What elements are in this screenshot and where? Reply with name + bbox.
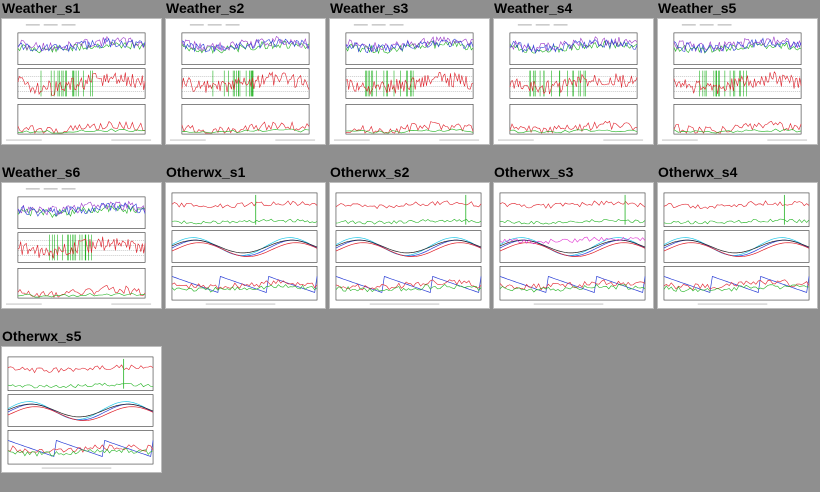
tile-title: Weather_s1 [2,0,81,16]
tile-weather-s4: Weather_s4 [492,0,656,164]
tile-weather-s3: Weather_s3 [328,0,492,164]
tile-title: Weather_s4 [494,0,573,16]
plot-thumbnail-graphic [169,24,316,141]
plot-thumbnail[interactable] [657,18,818,145]
tile-otherwx-s5: Otherwx_s5 [0,328,164,492]
plot-thumbnail-graphic [663,192,810,305]
plot-thumbnail[interactable] [657,182,818,309]
plot-thumbnail-graphic [497,24,644,141]
plot-thumbnail-graphic [171,192,318,305]
plot-thumbnail-graphic [661,24,808,141]
plot-thumbnail[interactable] [1,346,162,473]
tile-title: Weather_s2 [166,0,245,16]
plot-thumbnail-graphic [333,24,480,141]
plot-thumbnail-graphic [335,192,482,305]
tile-weather-s2: Weather_s2 [164,0,328,164]
tile-weather-s1: Weather_s1 [0,0,164,164]
plot-thumbnail[interactable] [329,18,490,145]
plot-thumbnail[interactable] [165,18,326,145]
tile-title: Otherwx_s4 [658,164,738,180]
tile-title: Weather_s5 [658,0,737,16]
tile-weather-s6: Weather_s6 [0,164,164,328]
plot-thumbnail[interactable] [1,182,162,309]
tile-otherwx-s1: Otherwx_s1 [164,164,328,328]
plot-thumbnail[interactable] [329,182,490,309]
tile-otherwx-s4: Otherwx_s4 [656,164,820,328]
tile-title: Otherwx_s3 [494,164,574,180]
plot-thumbnail[interactable] [165,182,326,309]
plot-thumbnail-graphic [7,356,154,469]
plot-thumbnail-graphic [5,24,152,141]
tile-title: Weather_s3 [330,0,409,16]
plot-thumbnail[interactable] [493,182,654,309]
plot-thumbnail[interactable] [493,18,654,145]
plot-thumbnail-graphic [5,188,152,305]
tile-weather-s5: Weather_s5 [656,0,820,164]
tile-otherwx-s2: Otherwx_s2 [328,164,492,328]
plot-thumbnail-graphic [499,192,646,305]
plot-thumbnail[interactable] [1,18,162,145]
tile-title: Otherwx_s5 [2,328,82,344]
tile-title: Otherwx_s1 [166,164,246,180]
tile-otherwx-s3: Otherwx_s3 [492,164,656,328]
tile-title: Weather_s6 [2,164,81,180]
tile-title: Otherwx_s2 [330,164,410,180]
